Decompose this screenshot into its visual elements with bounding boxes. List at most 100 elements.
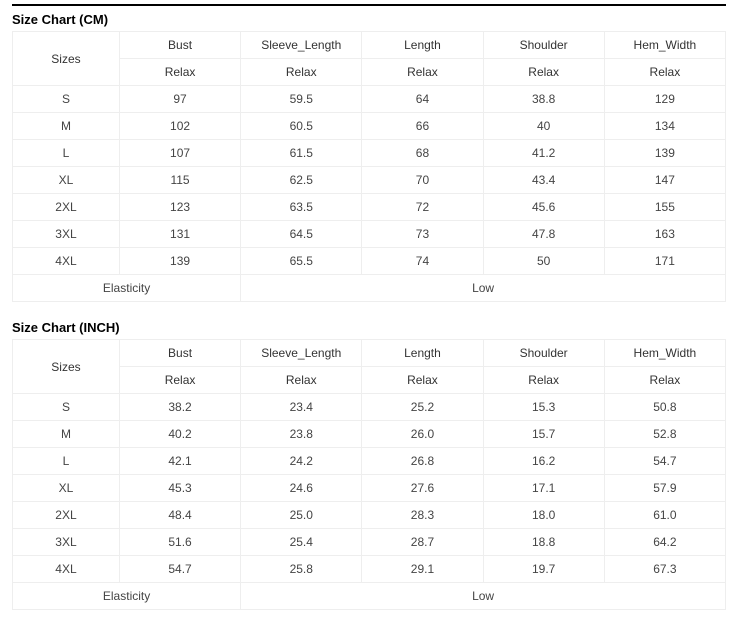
cell-size: 3XL [13,221,120,248]
cell-value: 115 [119,167,240,194]
cell-value: 123 [119,194,240,221]
cell-value: 23.4 [241,394,362,421]
cell-value: 47.8 [483,221,604,248]
table-footer-row: ElasticityLow [13,275,726,302]
cell-value: 24.2 [241,448,362,475]
cell-value: 70 [362,167,483,194]
cell-size: S [13,86,120,113]
cell-value: 43.4 [483,167,604,194]
cell-value: 73 [362,221,483,248]
cell-value: 25.8 [241,556,362,583]
chart-title: Size Chart (CM) [12,12,726,27]
col-subheader: Relax [483,59,604,86]
cell-value: 50 [483,248,604,275]
cell-value: 54.7 [119,556,240,583]
col-header: Shoulder [483,340,604,367]
table-row: S9759.56438.8129 [13,86,726,113]
cell-size: XL [13,475,120,502]
table-row: L10761.56841.2139 [13,140,726,167]
table-row: 3XL51.625.428.718.864.2 [13,529,726,556]
cell-value: 45.3 [119,475,240,502]
cell-value: 42.1 [119,448,240,475]
footer-label: Elasticity [13,275,241,302]
cell-value: 62.5 [241,167,362,194]
cell-size: S [13,394,120,421]
cell-value: 74 [362,248,483,275]
cell-value: 52.8 [604,421,725,448]
cell-size: L [13,448,120,475]
cell-value: 41.2 [483,140,604,167]
col-header: Shoulder [483,32,604,59]
table-row: L42.124.226.816.254.7 [13,448,726,475]
col-header: Hem_Width [604,32,725,59]
cell-value: 61.0 [604,502,725,529]
footer-label: Elasticity [13,583,241,610]
col-subheader: Relax [604,367,725,394]
table-row: 4XL13965.57450171 [13,248,726,275]
cell-value: 59.5 [241,86,362,113]
cell-value: 50.8 [604,394,725,421]
size-chart-section: Size Chart (INCH)SizesBustSleeve_LengthL… [12,320,726,610]
cell-value: 65.5 [241,248,362,275]
col-subheader: Relax [604,59,725,86]
cell-value: 131 [119,221,240,248]
cell-value: 61.5 [241,140,362,167]
cell-value: 25.0 [241,502,362,529]
size-chart-table: SizesBustSleeve_LengthLengthShoulderHem_… [12,339,726,610]
table-row: 2XL12363.57245.6155 [13,194,726,221]
cell-value: 40 [483,113,604,140]
cell-value: 15.3 [483,394,604,421]
cell-value: 18.0 [483,502,604,529]
cell-value: 129 [604,86,725,113]
cell-value: 51.6 [119,529,240,556]
col-subheader: Relax [241,367,362,394]
cell-value: 40.2 [119,421,240,448]
cell-value: 107 [119,140,240,167]
cell-value: 102 [119,113,240,140]
footer-value: Low [241,583,726,610]
cell-value: 23.8 [241,421,362,448]
col-header: Sleeve_Length [241,340,362,367]
cell-value: 66 [362,113,483,140]
cell-value: 38.2 [119,394,240,421]
col-subheader: Relax [119,367,240,394]
col-subheader: Relax [241,59,362,86]
footer-value: Low [241,275,726,302]
cell-value: 57.9 [604,475,725,502]
cell-size: L [13,140,120,167]
cell-value: 26.8 [362,448,483,475]
cell-value: 64 [362,86,483,113]
col-header: Hem_Width [604,340,725,367]
cell-value: 60.5 [241,113,362,140]
col-subheader: Relax [362,367,483,394]
cell-value: 19.7 [483,556,604,583]
table-row: S38.223.425.215.350.8 [13,394,726,421]
cell-size: M [13,421,120,448]
col-header: Length [362,32,483,59]
cell-value: 72 [362,194,483,221]
cell-value: 139 [119,248,240,275]
table-footer-row: ElasticityLow [13,583,726,610]
cell-value: 16.2 [483,448,604,475]
cell-size: 4XL [13,248,120,275]
cell-value: 18.8 [483,529,604,556]
cell-value: 25.2 [362,394,483,421]
col-header: Bust [119,340,240,367]
cell-size: 4XL [13,556,120,583]
chart-title: Size Chart (INCH) [12,320,726,335]
col-header: Bust [119,32,240,59]
cell-size: 2XL [13,194,120,221]
col-header: Length [362,340,483,367]
table-row: XL45.324.627.617.157.9 [13,475,726,502]
cell-value: 64.5 [241,221,362,248]
cell-size: M [13,113,120,140]
cell-value: 25.4 [241,529,362,556]
cell-value: 64.2 [604,529,725,556]
cell-value: 68 [362,140,483,167]
cell-value: 15.7 [483,421,604,448]
cell-value: 24.6 [241,475,362,502]
table-row: 3XL13164.57347.8163 [13,221,726,248]
cell-value: 17.1 [483,475,604,502]
cell-value: 171 [604,248,725,275]
cell-size: 2XL [13,502,120,529]
